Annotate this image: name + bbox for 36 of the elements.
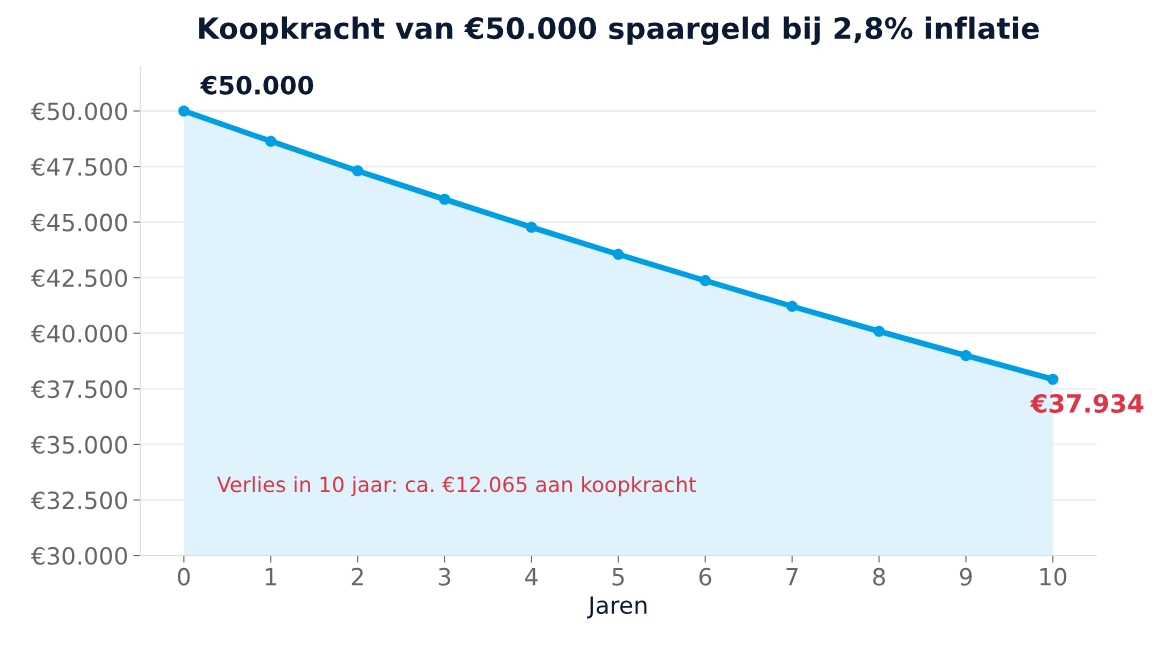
point (960, 349, 972, 362)
point (1047, 373, 1059, 385)
x-axis-title: Jaren (587, 596, 647, 619)
y-tick-label: €37.500 (30, 380, 128, 399)
x-tick-label: 6 (699, 567, 712, 586)
y-tick-label: €47.500 (30, 158, 128, 176)
point (873, 325, 885, 337)
x-tick-label: 5 (612, 568, 624, 586)
x-tick-label: 3 (438, 567, 451, 586)
x-tick-label: 8 (873, 567, 885, 586)
y-tick-label: €50.000 (30, 102, 128, 121)
y-tick-label: €40.000 (30, 324, 128, 343)
y-tick-label: €35.000 (30, 435, 128, 454)
x-tick-label: 0 (177, 567, 190, 586)
point (178, 105, 190, 117)
point (352, 165, 364, 177)
point (786, 300, 798, 312)
x-tick-label: 9 (959, 567, 972, 586)
y-tick-label: €42.500 (30, 269, 128, 288)
annotation: €50.000 (200, 75, 314, 95)
point (265, 135, 277, 147)
annotation: €37.934 (1030, 393, 1144, 413)
point (525, 221, 537, 233)
x-tick-label: 2 (351, 567, 363, 586)
y-tick-label: €45.000 (30, 213, 128, 232)
chart-title: Koopkracht van €50.000 spaargeld bij 2,8% inflatie (199, 16, 1039, 46)
annotation: Verlies in 10 jaar: ca. €12.065 aan koopkracht (217, 476, 697, 497)
x-tick-label: 4 (525, 568, 538, 586)
x-tick-label: 10 (1040, 567, 1067, 586)
point (612, 248, 624, 260)
point (699, 275, 711, 287)
x-tick-label: 1 (265, 568, 277, 586)
y-tick-label: €30.000 (30, 547, 128, 565)
y-tick-label: €32.500 (30, 491, 128, 510)
point (438, 193, 451, 205)
x-tick-label: 7 (786, 568, 798, 586)
